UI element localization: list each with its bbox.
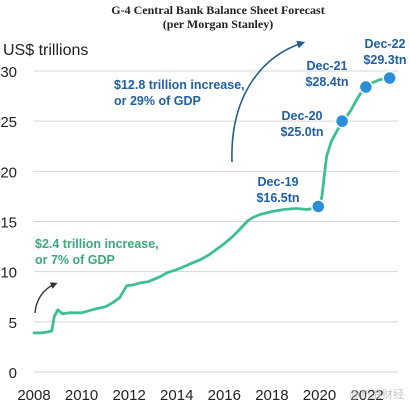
annotation-increase-2020-line2: or 29% of GDP	[114, 94, 201, 108]
data-marker	[311, 199, 326, 214]
x-axis-ticks: 2008 2010 2012 2014 2016 2018 2020 2022	[17, 387, 383, 404]
watermark: @新浪财经	[349, 387, 404, 401]
annotation-increase-2020: $12.8 trillion increase, or 29% of GDP	[114, 78, 245, 108]
series-layer	[32, 76, 392, 335]
y-tick-label: 15	[0, 215, 17, 232]
annotation-increase-2008-line2: or 7% of GDP	[35, 253, 115, 267]
annotation-increase-2008-line1: $2.4 trillion increase,	[35, 237, 159, 251]
marker-label-dec19-period: Dec-19	[258, 175, 299, 189]
marker-labels: Dec-19 $16.5tn Dec-20 $25.0tn Dec-21 $28…	[256, 37, 406, 205]
chart-title: G-4 Central Bank Balance Sheet Forecast	[111, 3, 324, 17]
y-tick-label: 5	[9, 315, 17, 332]
marker-label-dec21-value: $28.4tn	[305, 75, 348, 89]
chart-subtitle: (per Morgan Stanley)	[163, 17, 273, 31]
marker-label-dec22-value: $29.3tn	[363, 53, 406, 67]
x-tick-label: 2022	[350, 387, 383, 404]
grid-lines	[34, 70, 398, 373]
marker-label-dec21-period: Dec-21	[307, 59, 348, 73]
annotation-increase-2020-line1: $12.8 trillion increase,	[114, 78, 245, 92]
x-tick-label: 2010	[65, 387, 98, 404]
y-tick-label: 30	[0, 64, 17, 81]
x-tick-label: 2012	[112, 387, 145, 404]
data-marker	[382, 70, 397, 86]
marker-label-dec20-period: Dec-20	[282, 109, 323, 123]
marker-label-dec22-period: Dec-22	[365, 37, 406, 51]
y-tick-label: 0	[9, 365, 17, 382]
x-tick-label: 2014	[160, 387, 193, 404]
x-tick-label: 2020	[303, 387, 336, 404]
y-tick-label: 20	[0, 164, 17, 181]
arrow-increase-2020	[231, 40, 306, 163]
data-markers	[311, 70, 397, 214]
annotation-arrows	[34, 40, 306, 314]
data-marker	[358, 79, 374, 95]
marker-label-dec20-value: $25.0tn	[280, 125, 323, 139]
arrow-increase-2008	[34, 282, 58, 314]
x-tick-label: 2018	[255, 387, 288, 404]
x-tick-label: 2016	[208, 387, 241, 404]
marker-label-dec19-value: $16.5tn	[256, 191, 299, 205]
data-marker	[334, 113, 350, 129]
annotation-increase-2008: $2.4 trillion increase, or 7% of GDP	[35, 237, 159, 267]
y-axis-label: US$ trillions	[3, 42, 88, 59]
y-tick-label: 25	[0, 114, 17, 131]
x-tick-label: 2008	[17, 387, 50, 404]
y-tick-label: 10	[0, 265, 17, 282]
series-line	[32, 76, 392, 335]
y-axis-ticks: 0 5 10 15 20 25 30	[0, 64, 17, 382]
